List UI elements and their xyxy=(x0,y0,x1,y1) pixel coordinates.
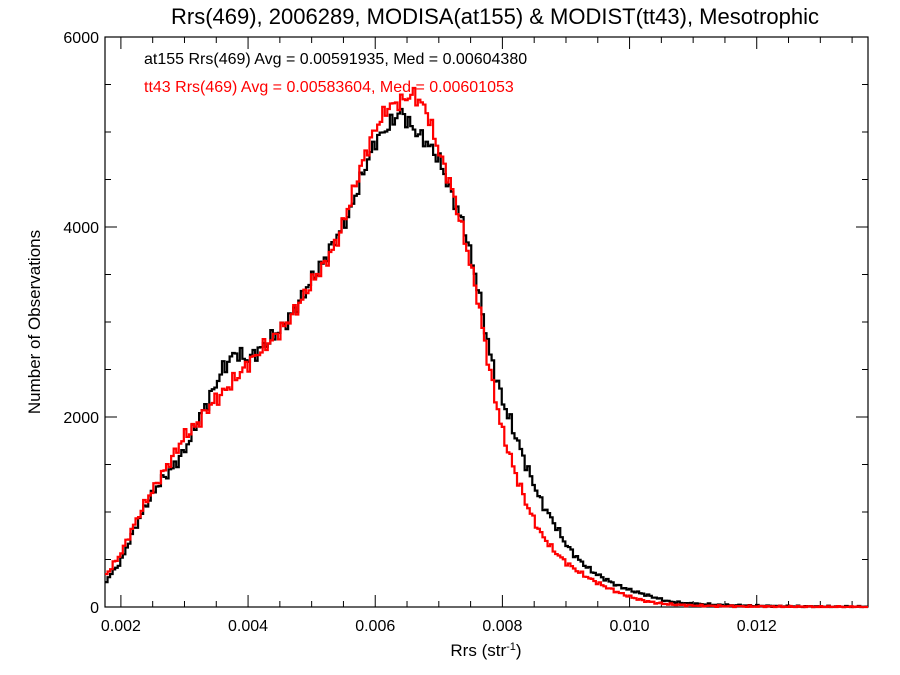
x-axis-label-close: ) xyxy=(516,641,522,660)
x-axis-label: Rrs (str-1) xyxy=(450,641,521,660)
legend-tt43: tt43 Rrs(469) Avg = 0.00583604, Med = 0.… xyxy=(144,79,514,96)
y-axis-label: Number of Observations xyxy=(25,230,44,414)
y-axis-ticks: 0 2000 4000 6000 xyxy=(63,30,868,617)
x-tick-label: 0.004 xyxy=(228,618,268,635)
chart-title: Rrs(469), 2006289, MODISA(at155) & MODIS… xyxy=(171,4,819,29)
x-tick-label: 0.002 xyxy=(101,618,141,635)
y-tick-label: 0 xyxy=(90,600,99,617)
series-group xyxy=(105,86,868,609)
x-tick-label: 0.010 xyxy=(610,618,650,635)
x-tick-label: 0.006 xyxy=(355,618,395,635)
x-axis-ticks: 0.002 0.004 0.006 0.008 0.010 0.012 xyxy=(101,37,853,635)
plot-frame xyxy=(104,36,869,608)
y-tick-label: 2000 xyxy=(63,410,99,427)
legend-at155: at155 Rrs(469) Avg = 0.00591935, Med = 0… xyxy=(144,51,527,68)
x-tick-label: 0.008 xyxy=(482,618,522,635)
x-axis-label-main: Rrs (str xyxy=(450,641,506,660)
y-tick-label: 4000 xyxy=(63,220,99,237)
x-tick-label: 0.012 xyxy=(737,618,777,635)
series-line-tt43 xyxy=(105,86,868,609)
y-tick-label: 6000 xyxy=(63,30,99,47)
x-axis-label-sup: -1 xyxy=(506,641,516,653)
plot-area: 0.002 0.004 0.006 0.008 0.010 0.012 0 2000 4000… xyxy=(63,30,869,635)
series-line-at155 xyxy=(105,107,868,609)
